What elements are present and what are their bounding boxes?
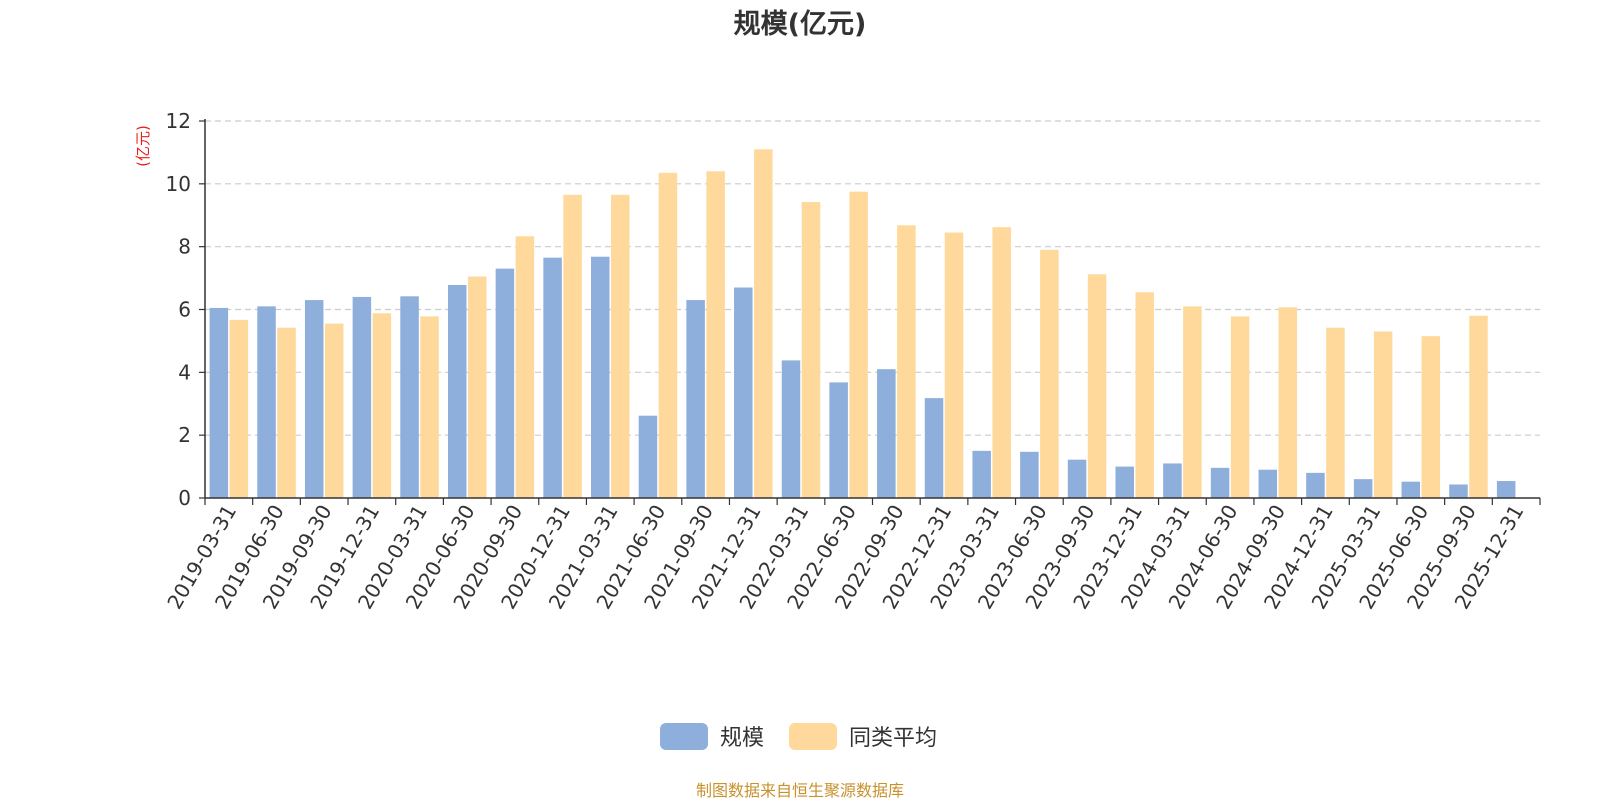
bar-category-average (1230, 316, 1250, 498)
y-tick-label: 6 (178, 298, 191, 322)
bar-category-average (897, 225, 916, 498)
bar-category-average (277, 327, 296, 498)
bar-category-average (658, 172, 678, 498)
legend: 规模 同类平均 (660, 723, 937, 751)
y-axis-ticks: 0 2 4 6 8 10 12 (166, 109, 205, 510)
y-tick-label: 12 (166, 109, 191, 133)
bar-scale (591, 256, 610, 498)
bar-scale (209, 307, 229, 498)
bar-scale (686, 300, 705, 498)
bar-category-average (1278, 307, 1298, 498)
legend-swatch (660, 723, 708, 750)
y-tick-label: 8 (178, 235, 191, 259)
y-tick-label: 2 (178, 423, 191, 447)
bar-scale (1353, 479, 1373, 498)
bar-scale (1401, 481, 1421, 498)
data-source-note: 制图数据来自恒生聚源数据库 (696, 781, 904, 800)
bar-scale (1306, 472, 1325, 498)
bar-scale (1496, 481, 1516, 498)
bar-category-average (1326, 327, 1345, 498)
bar-category-average (467, 276, 487, 498)
bar-scale (1210, 467, 1230, 498)
bar-scale (495, 268, 515, 498)
bar-category-average (849, 191, 868, 498)
chart-title: 规模(亿元) (734, 9, 867, 40)
bars-group (209, 149, 1516, 498)
bar-scale (257, 306, 276, 498)
legend-item: 规模 (660, 723, 764, 751)
bar-category-average (420, 316, 439, 498)
bar-scale (877, 369, 896, 498)
bar-scale (829, 382, 848, 498)
bar-scale (924, 398, 944, 498)
y-tick-label: 10 (166, 172, 191, 196)
bar-category-average (1421, 336, 1441, 498)
x-axis-ticks: 2019-03-312019-06-302019-09-302019-12-31… (162, 498, 1541, 613)
bar-category-average (801, 202, 821, 498)
bar-category-average (611, 194, 630, 498)
bar-scale (543, 257, 562, 498)
bar-category-average (754, 149, 773, 498)
bar-category-average (324, 323, 344, 498)
legend-label: 同类平均 (849, 726, 937, 751)
y-tick-label: 0 (178, 486, 191, 510)
bar-scale (1258, 469, 1278, 498)
bar-category-average (1087, 274, 1107, 498)
legend-swatch (789, 723, 837, 750)
bar-category-average (1135, 292, 1154, 498)
bar-scale (352, 296, 372, 498)
bar-category-average (229, 319, 249, 498)
bar-scale (304, 300, 324, 498)
bar-category-average (515, 236, 535, 498)
bar-scale (1449, 484, 1468, 498)
legend-item: 同类平均 (789, 723, 937, 751)
bar-category-average (992, 227, 1011, 498)
bar-category-average (563, 194, 582, 498)
bar-category-average (1040, 249, 1059, 498)
bar-category-average (1373, 331, 1393, 498)
bar-scale (447, 284, 467, 498)
legend-label: 规模 (720, 726, 764, 751)
bar-scale (972, 450, 991, 498)
bar-scale (734, 287, 753, 498)
y-axis-unit-label: (亿元) (134, 125, 152, 167)
bar-scale (400, 296, 419, 498)
bar-scale (1163, 463, 1182, 498)
y-tick-label: 4 (178, 360, 191, 384)
bar-scale (781, 360, 801, 498)
bar-scale (1067, 459, 1087, 498)
bar-scale (1115, 466, 1134, 498)
bar-category-average (1183, 306, 1202, 498)
bar-scale (1020, 451, 1039, 498)
bar-scale (638, 415, 658, 498)
bar-category-average (944, 232, 964, 498)
bar-category-average (706, 171, 725, 498)
bar-category-average (372, 313, 392, 498)
bar-category-average (1469, 315, 1488, 498)
